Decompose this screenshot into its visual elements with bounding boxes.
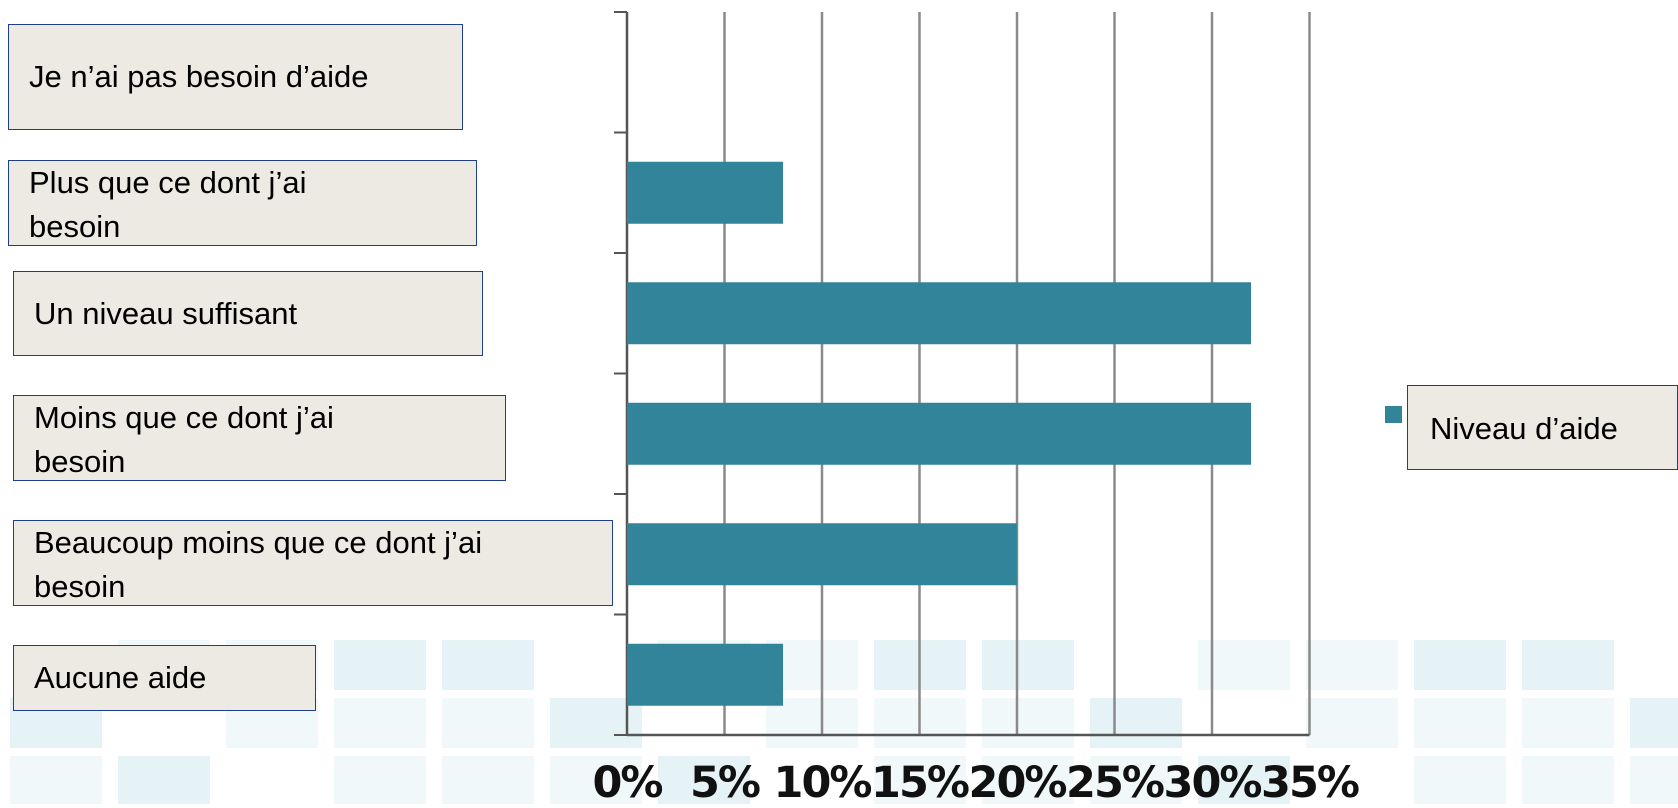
background-tile (334, 698, 426, 748)
x-tick-label: 10% (773, 758, 873, 808)
background-tile (550, 756, 642, 804)
category-label-no-help: Aucune aide (13, 645, 316, 711)
background-tile (982, 698, 1074, 748)
bar-5 (627, 643, 783, 706)
background-tile (1306, 640, 1398, 690)
category-label-no-help-needed: Je n’ai pas besoin d’aide (8, 24, 463, 130)
x-tick-label: 15% (871, 758, 970, 808)
background-tile (1090, 756, 1182, 804)
background-tile (442, 698, 534, 748)
legend-swatch (1385, 406, 1402, 423)
background-tile (982, 756, 1074, 804)
background-tile (1522, 756, 1614, 804)
bar-4 (627, 523, 1017, 586)
background-tile (334, 640, 426, 690)
x-tick-label: 35% (1261, 758, 1360, 808)
x-tick-label: 20% (968, 758, 1068, 808)
background-tile (766, 698, 858, 748)
background-tile (1198, 756, 1290, 804)
x-tick-label: 25% (1066, 758, 1165, 808)
background-tile (874, 756, 966, 804)
background-tile (1198, 640, 1290, 690)
background-tile (442, 640, 534, 690)
background-tile (442, 756, 534, 804)
bar-3 (627, 402, 1251, 465)
background-tile (1630, 698, 1678, 748)
background-tile (1522, 640, 1614, 690)
category-label-sufficient: Un niveau suffisant (13, 271, 483, 356)
category-label-much-less-than-needed: Beaucoup moins que ce dont j’ai besoin (13, 520, 613, 606)
background-tile (658, 756, 750, 804)
legend: Niveau d’aide (1407, 385, 1678, 470)
background-tile (334, 756, 426, 804)
x-tick-label: 5% (689, 758, 761, 808)
background-tile (1306, 698, 1398, 748)
bar-2 (627, 282, 1251, 345)
background-tile (1414, 756, 1506, 804)
background-tile (1414, 698, 1506, 748)
background-tile (10, 756, 102, 804)
legend-label: Niveau d’aide (1430, 411, 1618, 446)
x-tick-label: 30% (1163, 758, 1263, 808)
background-tile (1522, 698, 1614, 748)
category-label-less-than-needed: Moins que ce dont j’ai besoin (13, 395, 506, 481)
background-tile (1414, 640, 1506, 690)
category-label-more-than-needed: Plus que ce dont j’ai besoin (8, 160, 477, 246)
x-tick-label: 0% (592, 758, 663, 808)
background-tile (1630, 756, 1678, 804)
background-tile (118, 756, 210, 804)
background-tile (1090, 698, 1182, 748)
bar-1 (627, 161, 783, 224)
background-tile (982, 640, 1074, 690)
